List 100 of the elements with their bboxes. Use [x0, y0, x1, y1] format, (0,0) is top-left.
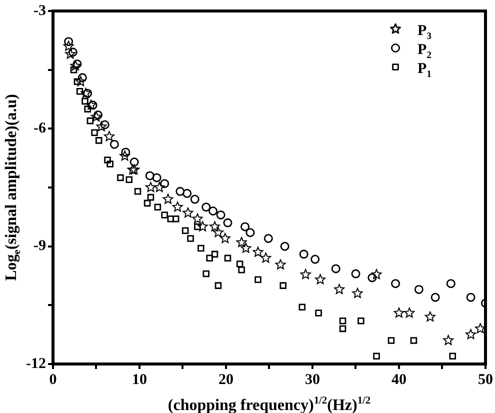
point — [64, 37, 74, 46]
point — [192, 213, 203, 224]
point — [70, 66, 78, 74]
point — [209, 221, 220, 232]
point — [339, 325, 346, 332]
point — [182, 188, 192, 198]
point — [182, 227, 189, 234]
point — [172, 215, 180, 222]
point — [368, 273, 377, 282]
point — [299, 250, 308, 259]
x-tick-label: 20 — [218, 372, 234, 388]
point — [93, 110, 102, 120]
x-tick-label: 40 — [392, 372, 406, 388]
point — [238, 266, 245, 274]
point — [280, 242, 290, 251]
point — [104, 156, 111, 164]
point — [358, 317, 364, 324]
point — [352, 288, 363, 298]
point — [430, 292, 440, 302]
point — [391, 279, 400, 288]
y-tick-label: -12 — [26, 356, 46, 372]
point — [63, 40, 74, 51]
point — [172, 202, 183, 212]
x-tick-label: 10 — [132, 372, 147, 388]
point — [126, 176, 133, 184]
point — [78, 73, 87, 82]
point — [86, 117, 94, 124]
point — [410, 337, 418, 344]
point — [82, 98, 88, 105]
point — [449, 352, 456, 360]
point — [134, 188, 142, 195]
point — [117, 174, 124, 182]
point — [202, 270, 210, 278]
point — [182, 207, 194, 218]
point — [75, 76, 86, 86]
point — [211, 250, 218, 258]
point — [197, 221, 208, 232]
point — [160, 179, 170, 188]
point — [275, 259, 286, 270]
point — [240, 242, 252, 253]
point — [83, 88, 92, 98]
point — [252, 246, 264, 257]
y-tick-label: -6 — [33, 120, 46, 137]
point — [371, 269, 382, 280]
point — [104, 131, 114, 142]
point — [208, 206, 218, 216]
point — [145, 171, 154, 180]
point — [331, 264, 340, 274]
point — [339, 317, 346, 324]
point — [414, 284, 424, 294]
point — [120, 150, 130, 161]
point — [300, 269, 311, 280]
point — [72, 59, 82, 68]
point — [76, 88, 84, 95]
point — [404, 308, 415, 318]
point — [110, 140, 119, 149]
x-tick-label: 30 — [305, 372, 320, 388]
point — [90, 111, 102, 122]
point — [220, 232, 230, 244]
point — [144, 200, 151, 207]
point — [154, 182, 165, 192]
point — [190, 194, 200, 204]
point — [254, 276, 262, 284]
point — [315, 274, 326, 284]
point — [236, 260, 244, 268]
y-tick-label: -3 — [33, 2, 46, 19]
point — [388, 337, 395, 344]
point — [443, 334, 454, 346]
point — [246, 228, 255, 238]
point — [216, 210, 226, 220]
point — [224, 254, 232, 262]
point — [315, 310, 322, 316]
point — [100, 120, 110, 130]
point — [206, 254, 213, 262]
point — [351, 269, 360, 278]
point — [95, 137, 102, 144]
point — [167, 215, 174, 222]
point — [88, 100, 98, 110]
point — [80, 88, 92, 98]
point — [84, 106, 91, 112]
y-axis-title: Loge(signal amplitude)(a.u) — [3, 94, 23, 281]
point — [91, 129, 98, 136]
point — [130, 158, 139, 167]
point — [194, 223, 201, 230]
point — [202, 202, 211, 212]
point — [86, 100, 96, 110]
point — [152, 173, 162, 182]
point — [236, 236, 247, 247]
y-tick-label: -9 — [33, 238, 46, 254]
point — [96, 121, 107, 132]
point — [145, 182, 156, 192]
point — [68, 48, 78, 57]
point — [223, 218, 232, 228]
point — [466, 329, 476, 340]
point — [106, 160, 114, 168]
point — [298, 304, 306, 311]
point — [147, 194, 154, 201]
x-tick-label: 50 — [478, 372, 493, 388]
point — [187, 235, 194, 242]
point — [466, 292, 476, 302]
